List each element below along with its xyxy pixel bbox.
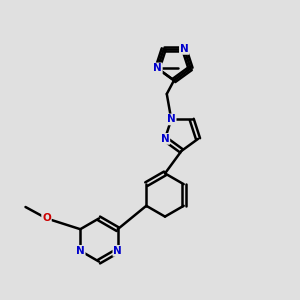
Text: N: N	[153, 63, 162, 74]
Text: O: O	[42, 213, 51, 224]
Text: N: N	[160, 134, 169, 144]
Text: N: N	[180, 44, 189, 54]
Text: N: N	[167, 114, 176, 124]
Text: N: N	[76, 246, 85, 256]
Text: N: N	[113, 246, 122, 256]
